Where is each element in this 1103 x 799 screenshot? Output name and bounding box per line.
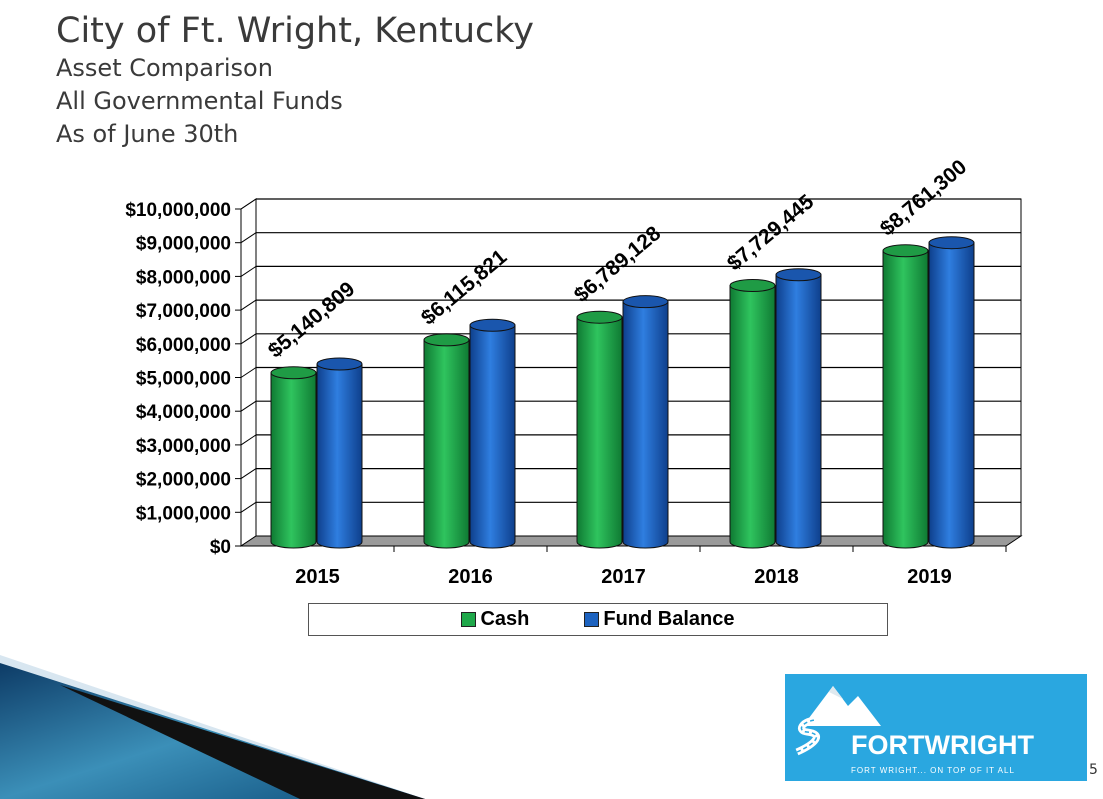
bar-fund-balance (622, 301, 669, 549)
bar-fund-balance (316, 363, 363, 549)
bar-cash-cap (423, 333, 470, 347)
gridline-side (240, 468, 257, 480)
bar-cash (729, 285, 776, 549)
bar-cash (576, 316, 623, 549)
y-tick-label: $1,000,000 (136, 503, 231, 524)
legend-item-fund-balance: Fund Balance (584, 608, 735, 631)
page-number: 5 (1089, 762, 1098, 778)
y-tick-label: $9,000,000 (136, 234, 231, 255)
y-tick-label: $8,000,000 (136, 267, 231, 288)
y-tick-label: $4,000,000 (136, 402, 231, 423)
gridline-side (240, 232, 257, 244)
bar-cash (423, 339, 470, 549)
bar-fund-balance-cap (316, 357, 363, 371)
logo-tagline: FORT WRIGHT... ON TOP OF IT ALL (851, 766, 1015, 775)
logo-wordmark: FORTWRIGHT (851, 730, 1034, 760)
bar-fund-balance-cap (775, 268, 822, 282)
subtitle-line-1: Asset Comparison (56, 54, 273, 82)
legend-item-cash: Cash (461, 608, 529, 631)
bar-fund-balance (775, 274, 822, 549)
gridline-side (240, 400, 257, 412)
y-tick-label: $2,000,000 (136, 470, 231, 491)
subtitle-line-3: As of June 30th (56, 120, 239, 148)
bar-fund-balance-cap (622, 295, 669, 309)
gridline-side (240, 501, 257, 513)
subtitle-line-2: All Governmental Funds (56, 87, 343, 115)
x-tick-label: 2015 (295, 566, 340, 588)
bar-fund-balance (928, 242, 975, 549)
bar-cash (270, 372, 317, 549)
fortwright-logo: FORTWRIGHT FORT WRIGHT... ON TOP OF IT A… (785, 674, 1087, 781)
legend-label-cash: Cash (480, 608, 530, 630)
bar-cash-cap (882, 244, 929, 258)
bar-fund-balance-cap (469, 318, 516, 332)
bar-cash-cap (270, 366, 317, 380)
y-tick-label: $6,000,000 (136, 335, 231, 356)
bar-cash-cap (729, 279, 776, 293)
page-title: City of Ft. Wright, Kentucky (56, 11, 535, 51)
legend-label-fund-balance: Fund Balance (603, 608, 735, 630)
x-tick-label: 2016 (448, 566, 493, 588)
gridline-side (240, 299, 257, 311)
gridline-side (240, 198, 257, 210)
title-block: City of Ft. Wright, Kentucky Asset Compa… (56, 10, 534, 151)
legend-swatch-fund-balance (584, 612, 600, 627)
legend-swatch-cash (461, 612, 477, 627)
y-tick-label: $5,000,000 (136, 369, 231, 390)
y-tick-label: $0 (210, 537, 231, 558)
y-tick-label: $7,000,000 (136, 301, 231, 322)
gridline-side (240, 367, 257, 378)
bar-cash (882, 250, 929, 549)
mountain-road-logo-icon: FORTWRIGHT FORT WRIGHT... ON TOP OF IT A… (795, 686, 1034, 775)
bar-fund-balance-cap (928, 236, 975, 250)
bar-cash-cap (576, 310, 623, 324)
gridline-side (240, 265, 257, 277)
x-tick-label: 2017 (601, 566, 646, 588)
gridline-side (240, 434, 257, 446)
y-tick-label: $10,000,000 (125, 200, 231, 221)
gridline-side (240, 333, 257, 345)
y-tick-label: $3,000,000 (136, 436, 231, 457)
x-tick-label: 2019 (907, 566, 952, 588)
corner-decoration (0, 655, 425, 799)
bar-chart: $0 $1,000,000 $2,000,000 $3,000,000 $4,000,0… (125, 155, 1023, 588)
x-tick-label: 2018 (754, 566, 799, 588)
chart-legend: Cash Fund Balance (308, 603, 888, 636)
bar-fund-balance (469, 324, 516, 549)
